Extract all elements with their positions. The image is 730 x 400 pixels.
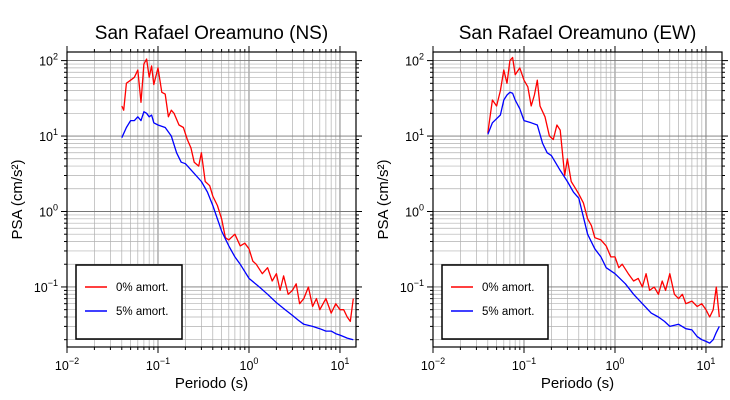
- chart-panel-ew: 10−2 10−1 100 101 10−1 100 101 102 San Rafael O…: [375, 23, 728, 392]
- x-axis-label-ns: Periodo (s): [175, 375, 248, 392]
- legend-ew: 0% amort. 5% amort.: [441, 264, 549, 340]
- x-tick-label: 100: [606, 356, 625, 373]
- legend-box: [441, 264, 549, 340]
- x-tick-label: 10−2: [421, 356, 445, 373]
- legend-label: 0% amort.: [116, 282, 168, 294]
- y-tick-label: 10−1: [400, 278, 424, 295]
- plot-frame-ew: [432, 51, 723, 348]
- series-layer-ew: [487, 56, 720, 344]
- legend-label: 5% amort.: [116, 306, 168, 318]
- x-tick-label: 10−2: [55, 356, 79, 373]
- x-tick-label: 100: [240, 356, 259, 373]
- x-tick-label: 101: [697, 356, 716, 373]
- y-tick-label: 102: [405, 52, 424, 69]
- y-tick-label: 10−1: [34, 278, 58, 295]
- series-line-blue: [487, 91, 720, 344]
- chart-title-ew: San Rafael Oreamuno (EW): [459, 23, 697, 44]
- y-tick-label: 102: [39, 52, 58, 69]
- y-tick-label: 101: [39, 127, 58, 144]
- y-tick-label: 101: [405, 127, 424, 144]
- plot-frame-ns: [66, 51, 357, 348]
- x-tick-label: 10−1: [512, 356, 536, 373]
- x-axis-label-ew: Periodo (s): [541, 375, 614, 392]
- x-tick-label: 101: [331, 356, 350, 373]
- plot-grid-ns: [66, 52, 356, 347]
- legend-box: [75, 264, 183, 340]
- series-line-red: [487, 56, 720, 318]
- legend-label: 5% amort.: [482, 306, 534, 318]
- series-layer-ns: [121, 58, 354, 341]
- y-tick-label: 100: [405, 202, 424, 219]
- series-line-blue: [121, 111, 354, 341]
- y-axis-label-ns: PSA (cm/s²): [9, 159, 26, 239]
- legend-ns: 0% amort. 5% amort.: [75, 264, 183, 340]
- legend-label: 0% amort.: [482, 282, 534, 294]
- chart-title-ns: San Rafael Oreamuno (NS): [95, 23, 328, 44]
- y-axis-label-ew: PSA (cm/s²): [375, 159, 392, 239]
- x-tick-label: 10−1: [146, 356, 170, 373]
- y-tick-label: 100: [39, 202, 58, 219]
- chart-panel-ns: 10−2 10−1 100 101 10−1 100 101 102 San Rafael O…: [9, 23, 362, 392]
